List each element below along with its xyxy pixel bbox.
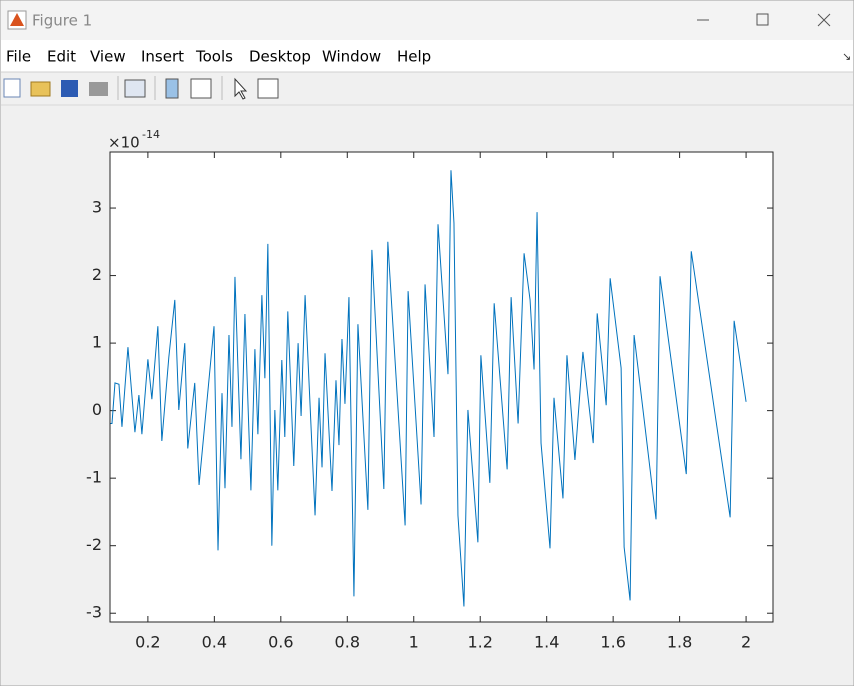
x-tick-label: 1.4 xyxy=(534,633,559,652)
plot-area xyxy=(110,152,773,622)
x-tick-label: 1.2 xyxy=(467,633,492,652)
y-tick-label: 1 xyxy=(92,333,102,352)
y-tick-label: 0 xyxy=(92,400,102,419)
x-tick-label: 1.6 xyxy=(600,633,625,652)
menu-item[interactable]: Tools xyxy=(195,48,233,66)
x-tick-label: 1.8 xyxy=(667,633,692,652)
pointer-icon[interactable] xyxy=(234,77,248,100)
save-icon[interactable] xyxy=(61,80,78,97)
legend-icon[interactable] xyxy=(190,78,212,99)
close-button[interactable] xyxy=(817,13,831,27)
x-tick-label: 0.2 xyxy=(135,633,160,652)
x-tick-label: 0.4 xyxy=(202,633,227,652)
menu-arrow[interactable]: ↘ xyxy=(842,50,851,63)
menu-item[interactable]: Help xyxy=(397,48,431,66)
menu-item[interactable]: Edit xyxy=(47,48,76,66)
menu-item[interactable]: Desktop xyxy=(249,48,311,66)
toolbar xyxy=(3,76,279,100)
y-tick-label: -1 xyxy=(86,468,102,487)
menu-item[interactable]: Insert xyxy=(141,48,184,66)
print-icon[interactable] xyxy=(89,82,108,96)
new-icon[interactable] xyxy=(3,78,21,98)
y-tick-label: -3 xyxy=(86,603,102,622)
axes: -3 -2 -1 0 1 2 3 0.2 0.4 0.6 0.8 1 1.2 1.4 1.6 1.8 2 xyxy=(86,151,774,652)
x-tick-label: 0.6 xyxy=(268,633,293,652)
browser-icon[interactable] xyxy=(257,78,279,99)
maximize-button[interactable] xyxy=(756,13,769,26)
x-tick-label: 2 xyxy=(741,633,751,652)
menu-item[interactable]: Window xyxy=(322,48,381,66)
y-tick-label: 3 xyxy=(92,198,102,217)
colorbar-icon[interactable] xyxy=(165,78,179,99)
menu-item[interactable]: File xyxy=(6,48,31,66)
y-tick-label: 2 xyxy=(92,265,102,284)
menu-items: File Edit View Insert Tools Desktop Window Help xyxy=(6,48,431,66)
link-icon[interactable] xyxy=(124,79,146,98)
menu-bar xyxy=(1,40,853,72)
title-bar xyxy=(1,1,853,40)
app-icon xyxy=(7,10,27,30)
axes-box xyxy=(109,151,774,623)
y-tick-label: -2 xyxy=(86,535,102,554)
x-tick-label: 0.8 xyxy=(335,633,360,652)
x-tick-label: 1 xyxy=(409,633,419,652)
y-multiplier: ×10 xyxy=(108,134,140,152)
open-icon[interactable] xyxy=(30,81,51,97)
y-exponent: -14 xyxy=(142,128,160,141)
window-title: Figure 1 xyxy=(32,12,92,30)
data-line xyxy=(110,170,747,607)
menu-item[interactable]: View xyxy=(90,48,126,66)
